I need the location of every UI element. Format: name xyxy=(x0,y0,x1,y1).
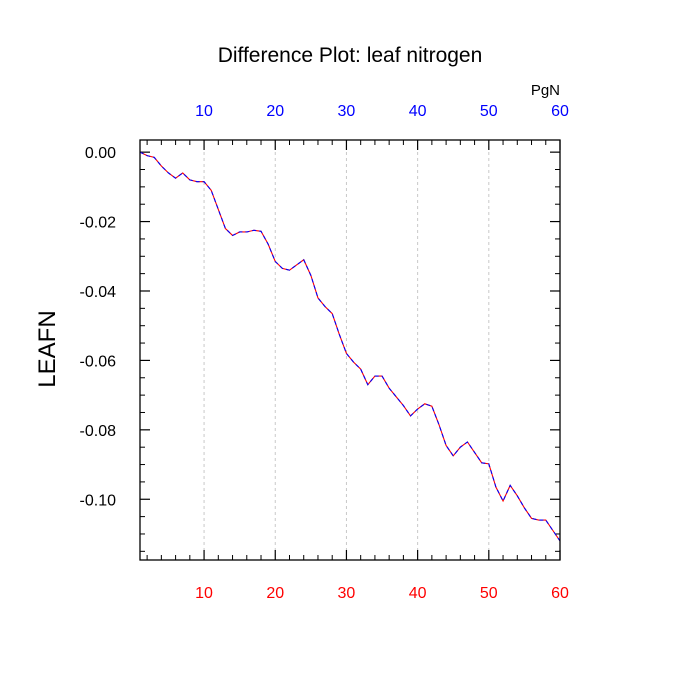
x-tick-label-top: 60 xyxy=(551,103,569,120)
y-tick-label: -0.04 xyxy=(80,284,117,301)
data-series xyxy=(139,151,561,542)
gridlines xyxy=(203,140,490,560)
chart-title: Difference Plot: leaf nitrogen xyxy=(218,44,483,67)
series-line-red xyxy=(139,151,561,542)
x-tick-label-bottom: 30 xyxy=(338,585,356,602)
x-tick-label-top: 30 xyxy=(338,103,356,120)
bottom-axis-labels: 10 20 30 40 50 60 xyxy=(195,585,569,602)
plot-frame xyxy=(139,139,561,561)
top-axis-labels: 10 20 30 40 50 60 xyxy=(195,103,569,120)
x-tick-label-bottom: 50 xyxy=(480,585,498,602)
units-label: PgN xyxy=(531,82,560,99)
major-ticks xyxy=(140,140,561,560)
y-tick-label: -0.08 xyxy=(80,423,117,440)
y-axis-labels: 0.00 -0.02 -0.04 -0.06 -0.08 -0.10 xyxy=(80,145,117,509)
x-tick-label-top: 40 xyxy=(409,103,427,120)
x-tick-label-bottom: 10 xyxy=(195,585,213,602)
minor-ticks xyxy=(140,140,560,560)
x-tick-label-top: 10 xyxy=(195,103,213,120)
y-tick-label: 0.00 xyxy=(85,145,116,162)
series-line-blue xyxy=(139,151,561,542)
x-tick-label-bottom: 40 xyxy=(409,585,427,602)
y-tick-label: -0.10 xyxy=(80,492,117,509)
x-tick-label-bottom: 20 xyxy=(266,585,284,602)
y-tick-label: -0.06 xyxy=(80,353,117,370)
x-tick-label-bottom: 60 xyxy=(551,585,569,602)
y-axis-label: LEAFN xyxy=(34,310,61,387)
x-tick-label-top: 50 xyxy=(480,103,498,120)
y-tick-label: -0.02 xyxy=(80,215,117,232)
x-tick-label-top: 20 xyxy=(266,103,284,120)
